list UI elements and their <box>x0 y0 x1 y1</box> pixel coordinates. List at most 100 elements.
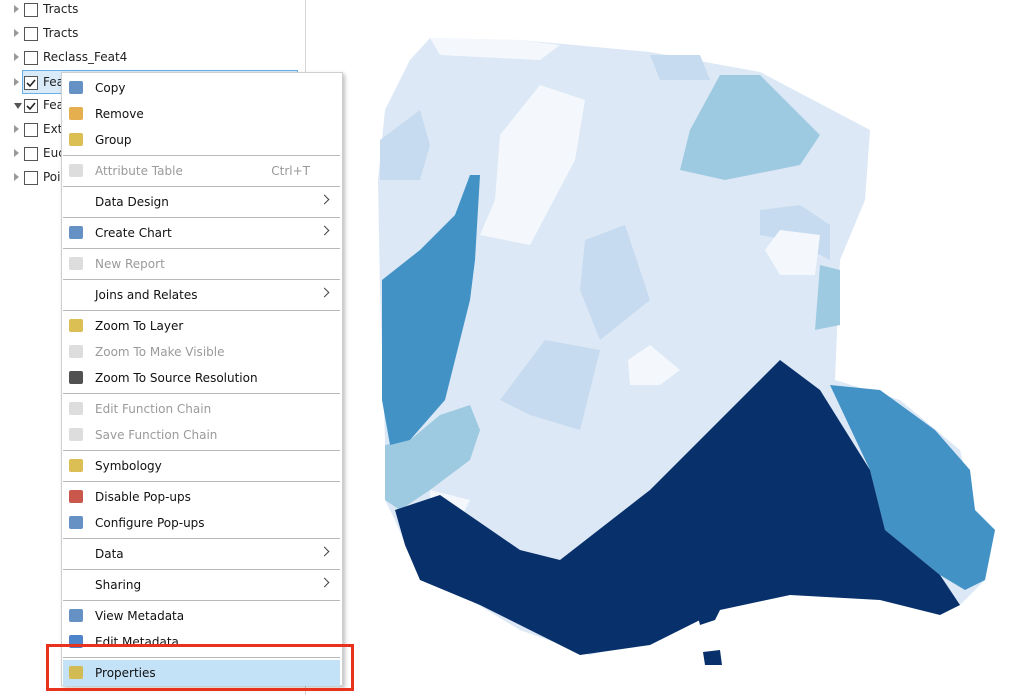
layer-name: Tracts <box>43 2 79 16</box>
layer-checkbox[interactable] <box>24 3 38 17</box>
separator <box>63 657 340 658</box>
menu-icon <box>69 428 83 441</box>
menu-label: View Metadata <box>95 609 185 623</box>
menu-icon <box>69 459 83 472</box>
layer-checkbox[interactable] <box>24 99 38 113</box>
separator <box>63 481 340 482</box>
menu-item: Save Function Chain <box>63 422 340 448</box>
menu-item[interactable]: Symbology <box>63 453 340 479</box>
layer-checkbox[interactable] <box>24 147 38 161</box>
region <box>830 385 995 590</box>
expand-toggle[interactable] <box>14 78 19 86</box>
layer-row[interactable]: Poi <box>0 166 300 190</box>
region <box>680 75 820 180</box>
menu-label: Edit Function Chain <box>95 402 212 416</box>
menu-label: Copy <box>95 81 126 95</box>
layer-name: Tracts <box>43 26 79 40</box>
expand-toggle[interactable] <box>14 5 19 13</box>
menu-label: Properties <box>95 666 156 680</box>
menu-icon <box>69 81 83 94</box>
menu-item[interactable]: Create Chart <box>63 220 340 246</box>
menu-item[interactable]: Properties <box>63 660 340 686</box>
menu-item[interactable]: Configure Pop-ups <box>63 510 340 536</box>
menu-label: Attribute Table <box>95 164 183 178</box>
menu-icon <box>69 516 83 529</box>
layer-row[interactable]: Euc <box>0 142 300 166</box>
expand-toggle[interactable] <box>14 173 19 181</box>
expand-toggle[interactable] <box>14 53 19 61</box>
separator <box>63 600 340 601</box>
menu-icon <box>69 402 83 415</box>
menu-item[interactable]: Data Design <box>63 189 340 215</box>
menu-icon <box>69 319 83 332</box>
menu-label: Sharing <box>95 578 142 592</box>
expand-toggle[interactable] <box>14 125 19 133</box>
menu-icon <box>69 257 83 270</box>
layer-row[interactable]: Tracts <box>0 0 300 22</box>
region <box>815 265 840 330</box>
menu-item[interactable]: Remove <box>63 101 340 127</box>
menu-item[interactable]: Group <box>63 127 340 153</box>
layer-checkbox[interactable] <box>24 27 38 41</box>
menu-label: Remove <box>95 107 144 121</box>
submenu-arrow <box>319 577 330 588</box>
menu-item[interactable]: Sharing <box>63 572 340 598</box>
menu-label: Zoom To Make Visible <box>95 345 225 359</box>
separator <box>63 217 340 218</box>
region <box>580 225 650 340</box>
menu-label: Symbology <box>95 459 162 473</box>
menu-label: Group <box>95 133 132 147</box>
menu-icon <box>69 666 83 679</box>
region <box>395 360 960 655</box>
menu-label: New Report <box>95 257 165 271</box>
separator <box>63 538 340 539</box>
region <box>695 583 725 625</box>
menu-label: Joins and Relates <box>95 288 198 302</box>
submenu-arrow <box>319 194 330 205</box>
region <box>500 340 600 430</box>
menu-label: Zoom To Source Resolution <box>95 371 258 385</box>
menu-item[interactable]: Zoom To Source Resolution <box>63 365 340 391</box>
region <box>380 110 430 180</box>
menu-label: Save Function Chain <box>95 428 218 442</box>
menu-item: Attribute Table Ctrl+T <box>63 158 340 184</box>
layer-row[interactable]: Tracts <box>0 22 300 46</box>
region <box>385 405 480 510</box>
expand-toggle[interactable] <box>14 29 19 37</box>
menu-item[interactable]: Disable Pop-ups <box>63 484 340 510</box>
expand-toggle[interactable] <box>14 103 22 109</box>
menu-item[interactable]: Joins and Relates <box>63 282 340 308</box>
menu-icon <box>69 609 83 622</box>
menu-label: Data Design <box>95 195 169 209</box>
separator <box>63 279 340 280</box>
region <box>765 230 820 275</box>
menu-label: Data <box>95 547 124 561</box>
layer-name: Ext <box>43 122 63 136</box>
layer-checkbox[interactable] <box>24 123 38 137</box>
separator <box>63 248 340 249</box>
layer-row[interactable]: Ext <box>0 118 300 142</box>
menu-item[interactable]: Zoom To Layer <box>63 313 340 339</box>
region <box>628 345 680 385</box>
layer-name: Euc <box>43 146 65 160</box>
region <box>430 38 560 60</box>
layer-checkbox[interactable] <box>24 76 38 90</box>
layer-checkbox[interactable] <box>24 51 38 65</box>
context-menu: Copy Remove Group Attribute Table Ctrl+T Data… <box>61 72 343 686</box>
submenu-arrow <box>319 287 330 298</box>
menu-label: Disable Pop-ups <box>95 490 191 504</box>
menu-item[interactable]: Data <box>63 541 340 567</box>
menu-item[interactable]: Copy <box>63 75 340 101</box>
map-features <box>378 38 995 665</box>
menu-label: Create Chart <box>95 226 172 240</box>
menu-shortcut: Ctrl+T <box>271 164 310 178</box>
menu-item[interactable]: View Metadata <box>63 603 340 629</box>
layer-checkbox[interactable] <box>24 171 38 185</box>
submenu-arrow <box>319 546 330 557</box>
menu-item: New Report <box>63 251 340 277</box>
menu-icon <box>69 133 83 146</box>
expand-toggle[interactable] <box>14 149 19 157</box>
region <box>382 175 480 445</box>
layer-row[interactable]: Reclass_Feat4 <box>0 46 300 70</box>
